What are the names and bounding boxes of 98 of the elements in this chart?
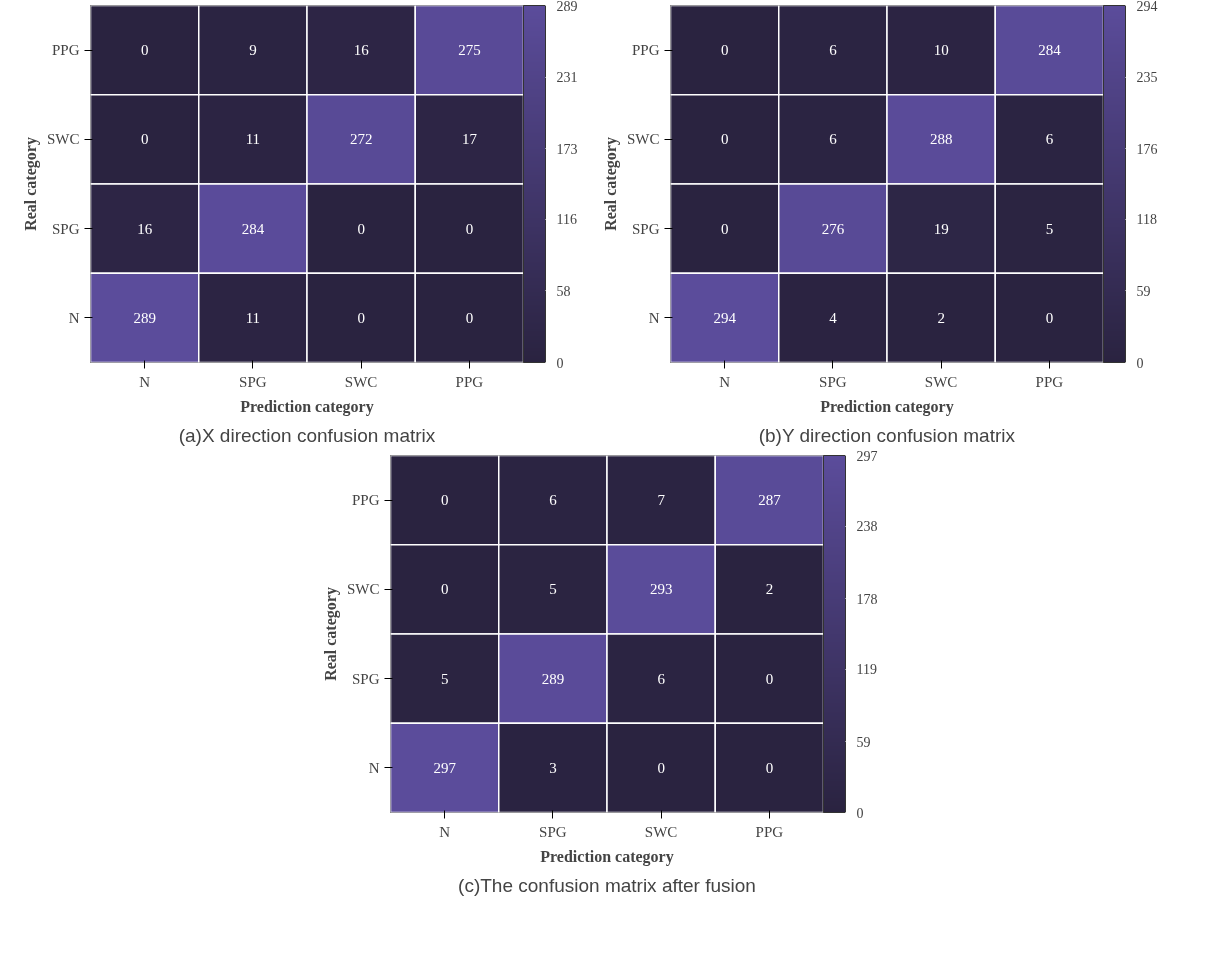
color-bar-label: 235 <box>1136 70 1158 86</box>
y-axis-title: Real category <box>322 587 340 681</box>
data-label: 11 <box>245 309 261 326</box>
color-bar-label: 59 <box>856 734 871 750</box>
data-label: 289 <box>133 309 156 326</box>
y-tick-label: SPG <box>631 220 660 237</box>
data-label: 3 <box>549 759 557 776</box>
color-bar-label: 116 <box>556 212 577 228</box>
x-tick-label: SWC <box>644 823 678 840</box>
data-label: 7 <box>657 492 666 509</box>
x-axis-title: Prediction category <box>540 847 674 866</box>
data-label: 16 <box>353 42 370 59</box>
data-label: 297 <box>433 759 457 776</box>
data-label: 0 <box>140 131 149 148</box>
color-bar-label: 58 <box>556 283 571 299</box>
y-tick-label: SPG <box>51 220 80 237</box>
data-label: 0 <box>720 131 729 148</box>
y-tick-label: N <box>68 309 80 326</box>
data-label: 289 <box>541 670 565 687</box>
data-label: 288 <box>929 131 953 148</box>
y-tick-label: PPG <box>351 492 380 509</box>
y-tick-label: SWC <box>47 131 80 148</box>
data-label: 10 <box>933 42 949 59</box>
data-label: 0 <box>440 581 449 598</box>
data-label: 5 <box>1045 220 1054 237</box>
color-bar-label: 59 <box>1136 283 1151 299</box>
data-label: 2 <box>937 309 945 326</box>
data-label: 293 <box>649 581 673 598</box>
color-bar-label: 176 <box>1136 141 1158 157</box>
y-axis-title: Real category <box>602 137 620 231</box>
data-label: 9 <box>249 42 257 59</box>
color-bar-label: 0 <box>1136 355 1144 371</box>
data-label: 6 <box>549 492 558 509</box>
data-label: 17 <box>461 131 478 148</box>
data-label: 276 <box>821 220 845 237</box>
text: (c)The confusion matrix after fusion <box>458 874 756 896</box>
data-label: 0 <box>1045 309 1054 326</box>
y-tick-label: PPG <box>51 42 80 59</box>
x-tick-label: SPG <box>539 823 567 840</box>
x-tick-label: N <box>439 823 451 840</box>
x-tick-label: PPG <box>1035 373 1064 390</box>
text: (b)Y direction confusion matrix <box>758 424 1016 446</box>
data-label: 2 <box>765 581 774 598</box>
color-bar-label: 238 <box>856 519 878 535</box>
data-label: 0 <box>765 670 774 687</box>
x-tick-label: SWC <box>924 373 958 390</box>
color-bar-label: 297 <box>856 448 878 464</box>
data-label: 16 <box>137 220 153 237</box>
data-label: 19 <box>933 220 949 237</box>
x-tick-label: N <box>719 373 731 390</box>
data-label: 6 <box>1045 131 1054 148</box>
data-label: 0 <box>765 759 774 776</box>
y-tick-label: SWC <box>627 131 660 148</box>
color-bar-label: 119 <box>856 662 877 678</box>
color-bar-label: 118 <box>1136 212 1157 228</box>
text: (a)X direction confusion matrix <box>178 424 436 446</box>
data-label: 6 <box>829 42 838 59</box>
data-label: 0 <box>140 42 149 59</box>
data-label: 284 <box>241 220 265 237</box>
data-label: 0 <box>720 220 729 237</box>
color-bar-label: 231 <box>556 70 578 86</box>
data-label: 6 <box>829 131 838 148</box>
data-label: 0 <box>465 309 474 326</box>
color-bar-label: 0 <box>556 355 564 371</box>
data-label: 287 <box>758 492 782 509</box>
y-tick-label: PPG <box>631 42 660 59</box>
color-bar-label: 0 <box>856 805 864 821</box>
data-label: 294 <box>713 309 737 326</box>
x-axis-title: Prediction category <box>820 397 954 416</box>
x-tick-label: SPG <box>239 373 267 390</box>
y-tick-label: N <box>368 759 380 776</box>
data-label: 0 <box>657 759 665 776</box>
data-label: 0 <box>357 309 365 326</box>
y-tick-label: SPG <box>351 670 380 687</box>
data-label: 0 <box>357 220 365 237</box>
color-bar-label: 173 <box>556 141 578 157</box>
data-label: 5 <box>440 670 449 687</box>
data-label: 275 <box>458 42 481 59</box>
data-label: 0 <box>465 220 474 237</box>
data-label: 5 <box>549 581 557 598</box>
x-tick-label: SPG <box>819 373 847 390</box>
data-label: 4 <box>829 309 838 326</box>
data-label: 0 <box>440 492 449 509</box>
data-label: 6 <box>657 670 666 687</box>
x-tick-label: N <box>139 373 151 390</box>
y-tick-label: SWC <box>347 581 380 598</box>
x-axis-title: Prediction category <box>240 397 374 416</box>
data-label: 284 <box>1038 42 1062 59</box>
x-tick-label: PPG <box>455 373 484 390</box>
color-bar-label: 289 <box>556 0 578 14</box>
data-label: 0 <box>720 42 729 59</box>
color-bar-label: 294 <box>1136 0 1158 14</box>
data-label: 11 <box>245 131 261 148</box>
color-bar-label: 178 <box>856 591 878 607</box>
y-tick-label: N <box>648 309 660 326</box>
x-tick-label: PPG <box>755 823 784 840</box>
data-label: 272 <box>349 131 373 148</box>
y-axis-title: Real category <box>22 137 40 231</box>
